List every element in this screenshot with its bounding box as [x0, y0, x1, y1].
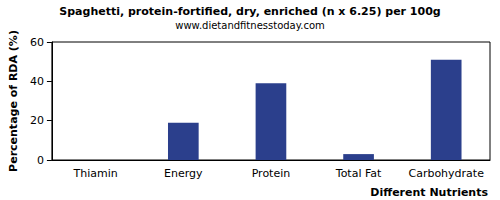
svg-text:Carbohydrate: Carbohydrate — [408, 167, 484, 180]
svg-text:www.dietandfitnesstoday.com: www.dietandfitnesstoday.com — [175, 20, 324, 31]
svg-text:60: 60 — [30, 36, 44, 49]
svg-text:20: 20 — [30, 114, 44, 127]
svg-text:40: 40 — [30, 75, 44, 88]
svg-text:Spaghetti, protein-fortified,: Spaghetti, protein-fortified, dry, enric… — [59, 5, 440, 18]
svg-text:Percentage of RDA (%): Percentage of RDA (%) — [7, 30, 20, 172]
svg-text:Protein: Protein — [252, 167, 291, 180]
svg-text:Thiamin: Thiamin — [73, 167, 118, 180]
svg-text:Total Fat: Total Fat — [335, 167, 382, 180]
svg-text:0: 0 — [37, 154, 44, 167]
svg-text:Different Nutrients: Different Nutrients — [370, 186, 488, 199]
svg-text:Energy: Energy — [164, 167, 203, 180]
